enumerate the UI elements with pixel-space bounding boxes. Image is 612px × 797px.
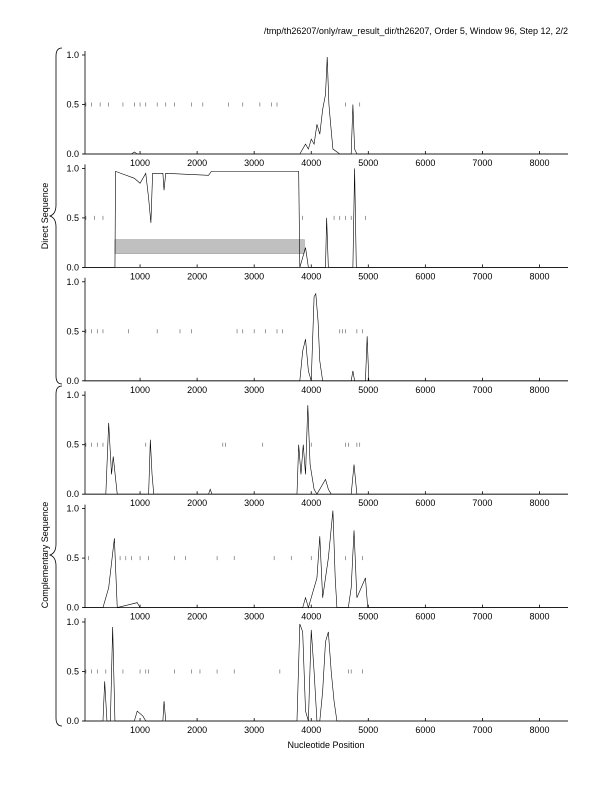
x-tick-label: 8000: [529, 498, 549, 508]
side-label: Complementary Sequence: [40, 502, 50, 609]
y-tick-label: 0.0: [66, 149, 79, 159]
x-tick-label: 2000: [187, 158, 207, 168]
x-tick-label: 2000: [187, 498, 207, 508]
x-tick-label: 5000: [358, 271, 378, 281]
region: [114, 239, 305, 254]
x-tick-label: 3000: [244, 498, 264, 508]
side-label: Direct Sequence: [40, 183, 50, 250]
y-tick-label: 1.0: [66, 163, 79, 173]
x-tick-label: 1000: [130, 271, 150, 281]
series-line: [83, 168, 568, 268]
x-tick-label: 6000: [415, 158, 435, 168]
x-tick-label: 4000: [301, 385, 321, 395]
x-tick-label: 3000: [244, 385, 264, 395]
x-tick-label: 8000: [529, 385, 549, 395]
x-tick-label: 1000: [130, 725, 150, 735]
x-tick-label: 2000: [187, 725, 207, 735]
x-axis-label: Nucleotide Position: [287, 740, 364, 750]
x-tick-label: 1000: [130, 158, 150, 168]
y-tick-label: 0.5: [66, 667, 79, 677]
x-tick-label: 3000: [244, 271, 264, 281]
series-line: [83, 510, 568, 609]
x-tick-label: 6000: [415, 498, 435, 508]
brace: [48, 385, 63, 727]
x-tick-label: 7000: [472, 498, 492, 508]
x-tick-label: 2000: [187, 271, 207, 281]
axes: [84, 391, 568, 495]
x-tick-label: 1000: [130, 612, 150, 622]
y-tick-label: 1.0: [66, 617, 79, 627]
x-tick-label: 2000: [187, 612, 207, 622]
x-tick-label: 5000: [358, 725, 378, 735]
x-tick-label: 7000: [472, 725, 492, 735]
x-tick-label: 3000: [244, 612, 264, 622]
y-tick-label: 0.0: [66, 262, 79, 272]
x-tick-label: 4000: [301, 158, 321, 168]
series-line: [83, 405, 568, 495]
y-tick-label: 0.0: [66, 489, 79, 499]
x-tick-label: 4000: [301, 612, 321, 622]
x-tick-label: 7000: [472, 158, 492, 168]
x-tick-label: 2000: [187, 385, 207, 395]
x-tick-label: 5000: [358, 612, 378, 622]
series-line: [83, 292, 568, 382]
y-tick-label: 0.0: [66, 376, 79, 386]
brace: [48, 47, 63, 385]
x-tick-label: 7000: [472, 385, 492, 395]
x-tick-label: 8000: [529, 612, 549, 622]
series-line: [83, 56, 568, 155]
series-line: [83, 623, 568, 722]
figure-title: /tmp/th26207/only/raw_result_dir/th26207…: [264, 26, 568, 36]
y-tick-label: 1.0: [66, 390, 79, 400]
y-tick-label: 1.0: [66, 277, 79, 287]
y-tick-label: 1.0: [66, 504, 79, 514]
x-tick-label: 5000: [358, 158, 378, 168]
y-tick-label: 0.5: [66, 326, 79, 336]
y-tick-label: 0.0: [66, 716, 79, 726]
x-tick-label: 3000: [244, 725, 264, 735]
x-tick-label: 7000: [472, 271, 492, 281]
x-tick-label: 8000: [529, 271, 549, 281]
x-tick-label: 8000: [529, 158, 549, 168]
y-tick-label: 1.0: [66, 50, 79, 60]
x-tick-label: 6000: [415, 271, 435, 281]
x-tick-label: 5000: [358, 385, 378, 395]
x-tick-label: 5000: [358, 498, 378, 508]
x-tick-label: 6000: [415, 725, 435, 735]
y-tick-label: 0.0: [66, 603, 79, 613]
x-tick-label: 1000: [130, 385, 150, 395]
x-tick-label: 8000: [529, 725, 549, 735]
x-tick-label: 7000: [472, 612, 492, 622]
x-tick-label: 4000: [301, 271, 321, 281]
x-tick-label: 4000: [301, 725, 321, 735]
x-tick-label: 6000: [415, 385, 435, 395]
axes: [84, 504, 568, 608]
y-tick-label: 0.5: [66, 553, 79, 563]
x-tick-label: 6000: [415, 612, 435, 622]
y-tick-label: 0.5: [66, 440, 79, 450]
x-tick-label: 4000: [301, 498, 321, 508]
x-tick-label: 3000: [244, 158, 264, 168]
x-tick-label: 1000: [130, 498, 150, 508]
y-tick-label: 0.5: [66, 100, 79, 110]
axes: [84, 618, 568, 722]
y-tick-label: 0.5: [66, 213, 79, 223]
